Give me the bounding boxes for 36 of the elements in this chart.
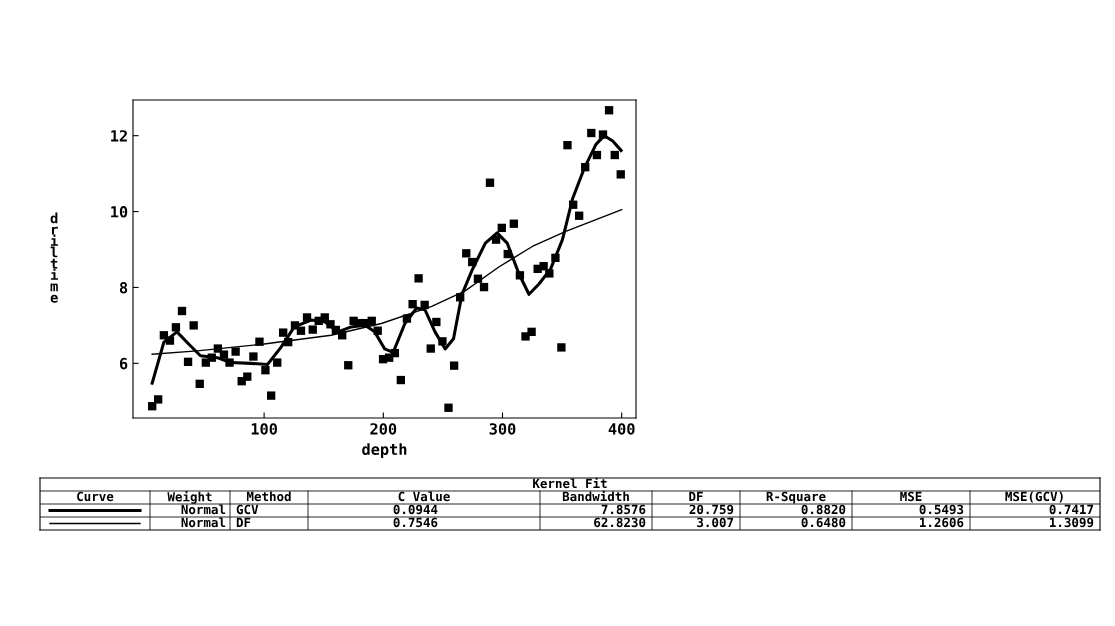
text: 0.6480: [801, 517, 846, 528]
text: MSE: [900, 491, 922, 502]
text: 0.7417: [1049, 504, 1094, 515]
text: 3.007: [697, 517, 734, 528]
text: 1.3099: [1050, 517, 1094, 528]
text: 0.7546: [393, 517, 438, 528]
text: 62.8230: [594, 517, 646, 528]
x-tick-label: 200: [370, 423, 397, 435]
text: MSE(GCV): [1005, 491, 1063, 503]
text: Curve: [77, 491, 114, 502]
x-tick-label: 400: [608, 423, 635, 435]
text: 7.8576: [601, 504, 646, 515]
text: DF: [689, 491, 703, 501]
y-tick-label: 10: [111, 206, 128, 218]
text: GCV: [236, 504, 259, 515]
text: R-Square: [766, 491, 826, 504]
y-tick-label: 8: [119, 281, 128, 294]
y-tick-label: 6: [119, 357, 128, 370]
text: Kernel Fit: [533, 477, 607, 489]
y-axis-title: driltime: [50, 212, 58, 303]
text: 1.2606: [920, 517, 964, 528]
text: 20.759: [689, 504, 734, 515]
x-axis-title: depth: [362, 443, 407, 458]
text: Normal: [181, 517, 226, 528]
text: 0.0944: [393, 504, 438, 515]
text: Bandwidth: [562, 490, 629, 502]
text: C Value: [398, 491, 450, 502]
y-tick-label: 12: [111, 130, 127, 142]
text: DF: [236, 517, 251, 527]
text: Weight: [167, 491, 212, 504]
text: 0.5493: [919, 504, 964, 515]
x-tick-label: 300: [489, 423, 516, 435]
text: 0.8820: [801, 504, 846, 515]
text: Normal: [181, 504, 226, 515]
x-tick-label: 100: [251, 423, 277, 435]
text: Method: [246, 491, 291, 502]
